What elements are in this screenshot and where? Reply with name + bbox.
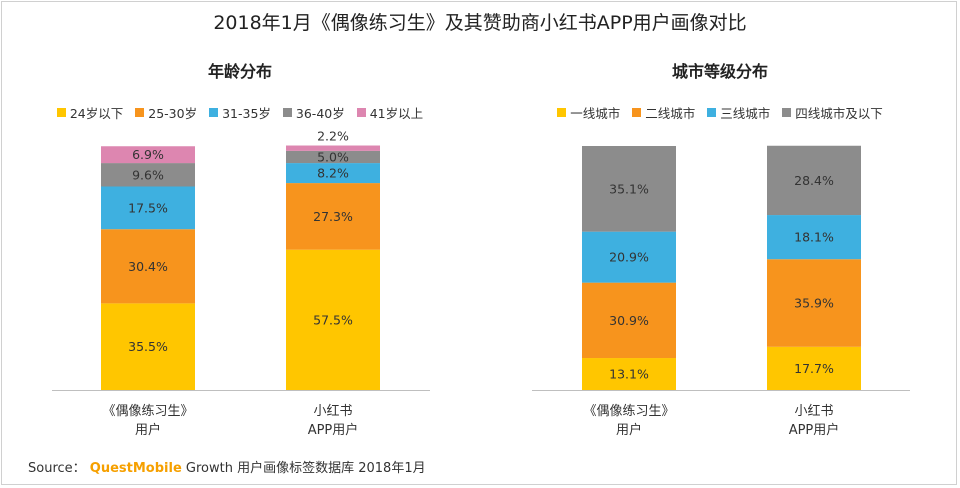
bar-segment <box>582 282 676 359</box>
legend-label: 25-30岁 <box>148 106 198 121</box>
legend-swatch <box>557 108 567 117</box>
legend-label: 一线城市 <box>570 106 621 121</box>
legend-item: 四线城市及以下 <box>782 103 883 122</box>
source-prefix: Source： <box>28 461 86 476</box>
bar-segment <box>582 146 676 232</box>
legend-swatch <box>782 108 792 117</box>
category-label: APP用户 <box>308 422 359 438</box>
data-label: 18.1% <box>794 230 834 245</box>
data-label: 28.4% <box>794 173 834 188</box>
category-label: 小红书 <box>313 403 352 419</box>
source-suffix: Growth 用户画像标签数据库 2018年1月 <box>185 461 426 476</box>
age-stacked-bar-chart: 35.5% 30.4% 17.5% 9.6% 6.9% 《偶像练习生》用户 57.5% 27.… <box>52 129 430 438</box>
bar-segment <box>767 346 861 390</box>
bar-segment <box>582 231 676 283</box>
legend-item: 41岁以上 <box>356 103 424 122</box>
bar-segment <box>101 229 195 304</box>
data-label: 35.9% <box>794 296 834 311</box>
bar-segment <box>767 215 861 260</box>
legend-swatch <box>282 108 292 117</box>
category-label: 用户 <box>135 422 161 438</box>
data-label: 35.1% <box>609 181 649 196</box>
legend-swatch <box>135 108 145 117</box>
legend-swatch <box>56 108 66 117</box>
bar-segment <box>286 249 380 390</box>
city-legend: 一线城市 二线城市 三线城市 四线城市及以下 <box>480 103 960 122</box>
data-label: 30.9% <box>609 313 649 328</box>
category-label: APP用户 <box>789 422 840 438</box>
data-label: 6.9% <box>132 147 164 162</box>
legend-item: 36-40岁 <box>282 103 345 122</box>
category-label: 用户 <box>616 422 642 438</box>
legend-swatch <box>707 108 717 117</box>
legend-item: 一线城市 <box>557 103 620 122</box>
city-stacked-bar-chart: 13.1% 30.9% 20.9% 35.1% 《偶像练习生》用户 17.7% 35.9% 1… <box>532 145 910 438</box>
category-label: 小红书 <box>794 403 833 419</box>
bar-segment <box>767 145 861 216</box>
legend-label: 41岁以上 <box>369 106 424 121</box>
data-label: 13.1% <box>609 367 649 382</box>
data-label: 17.5% <box>128 200 168 215</box>
category-label: 《偶像练习生》 <box>583 404 674 419</box>
legend-item: 24岁以下 <box>56 103 124 122</box>
legend-item: 31-35岁 <box>209 103 271 122</box>
data-label: 17.7% <box>794 361 834 376</box>
bar-segment <box>286 145 380 151</box>
bar-segment <box>582 358 676 390</box>
source-note: Source： QuestMobile Growth 用户画像标签数据库 201… <box>28 457 426 476</box>
brand-mobile: Mobile <box>132 461 182 476</box>
age-chart-title: 年龄分布 <box>207 62 272 81</box>
legend-label: 四线城市及以下 <box>795 106 883 121</box>
data-label: 35.5% <box>128 339 168 354</box>
data-label: 27.3% <box>313 209 353 224</box>
legend-swatch <box>209 108 219 117</box>
category-label: 《偶像练习生》 <box>102 404 193 419</box>
city-tier-panel: 城市等级分布 一线城市 二线城市 三线城市 四线城市及以下 13.1% 30.9% 20.… <box>480 0 960 488</box>
bar-segment <box>286 163 380 184</box>
bar-segment <box>767 259 861 347</box>
legend-swatch <box>632 108 642 117</box>
legend-item: 25-30岁 <box>135 103 197 122</box>
data-label: 2.2% <box>317 129 349 144</box>
bar-segment <box>101 303 195 390</box>
bar-segment <box>101 146 195 164</box>
age-legend: 24岁以下 25-30岁 31-35岁 36-40岁 41岁以上 <box>0 103 480 122</box>
bar-segment <box>101 163 195 187</box>
bar-segment <box>286 183 380 250</box>
brand-quest: Quest <box>89 461 133 476</box>
legend-label: 31-35岁 <box>222 106 271 121</box>
data-label: 57.5% <box>313 312 353 327</box>
data-label: 8.2% <box>317 166 349 181</box>
bar-segment <box>286 150 380 164</box>
legend-item: 三线城市 <box>707 103 770 122</box>
data-label: 20.9% <box>609 250 649 265</box>
data-label: 5.0% <box>317 149 349 164</box>
legend-label: 24岁以下 <box>69 106 124 121</box>
legend-swatch <box>356 108 366 117</box>
data-label: 30.4% <box>128 259 168 274</box>
legend-label: 三线城市 <box>720 106 771 121</box>
bar-segment <box>101 186 195 230</box>
legend-label: 36-40岁 <box>295 106 345 121</box>
city-chart-title: 城市等级分布 <box>671 62 768 81</box>
legend-label: 二线城市 <box>645 106 696 121</box>
legend-item: 二线城市 <box>632 103 695 122</box>
age-distribution-panel: 年龄分布 24岁以下 25-30岁 31-35岁 36-40岁 41岁以上 35.5% 3… <box>0 62 480 438</box>
data-label: 9.6% <box>132 167 164 182</box>
main-title: 2018年1月《偶像练习生》及其赞助商小红书APP用户画像对比 <box>213 12 747 34</box>
